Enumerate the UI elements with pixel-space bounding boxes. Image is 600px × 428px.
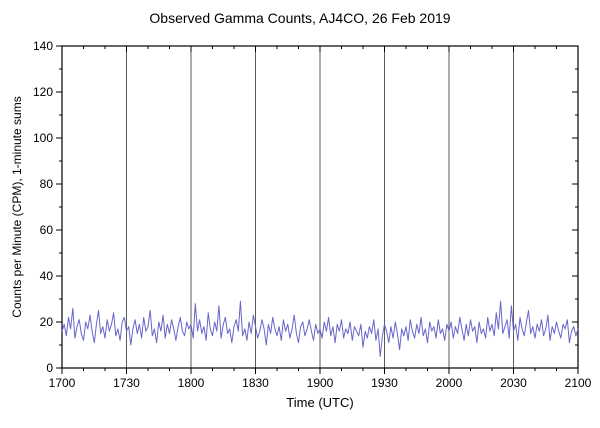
x-tick-label: 1930 <box>371 376 398 390</box>
x-tick-label: 1730 <box>113 376 140 390</box>
x-axis-label: Time (UTC) <box>286 395 354 410</box>
y-tick-label: 40 <box>40 269 54 283</box>
y-tick-label: 120 <box>33 85 53 99</box>
y-tick-label: 0 <box>46 361 53 375</box>
chart-title: Observed Gamma Counts, AJ4CO, 26 Feb 201… <box>149 10 451 26</box>
x-tick-label: 1900 <box>307 376 334 390</box>
y-tick-label: 100 <box>33 131 53 145</box>
x-tick-label: 2000 <box>436 376 463 390</box>
y-tick-label: 20 <box>40 315 54 329</box>
y-tick-label: 140 <box>33 39 53 53</box>
y-tick-label: 60 <box>40 223 54 237</box>
x-tick-label: 2100 <box>565 376 592 390</box>
y-tick-label: 80 <box>40 177 54 191</box>
x-tick-label: 1700 <box>49 376 76 390</box>
x-tick-label: 2030 <box>500 376 527 390</box>
x-tick-label: 1830 <box>242 376 269 390</box>
gamma-counts-series-line <box>61 300 579 357</box>
x-tick-label: 1800 <box>178 376 205 390</box>
